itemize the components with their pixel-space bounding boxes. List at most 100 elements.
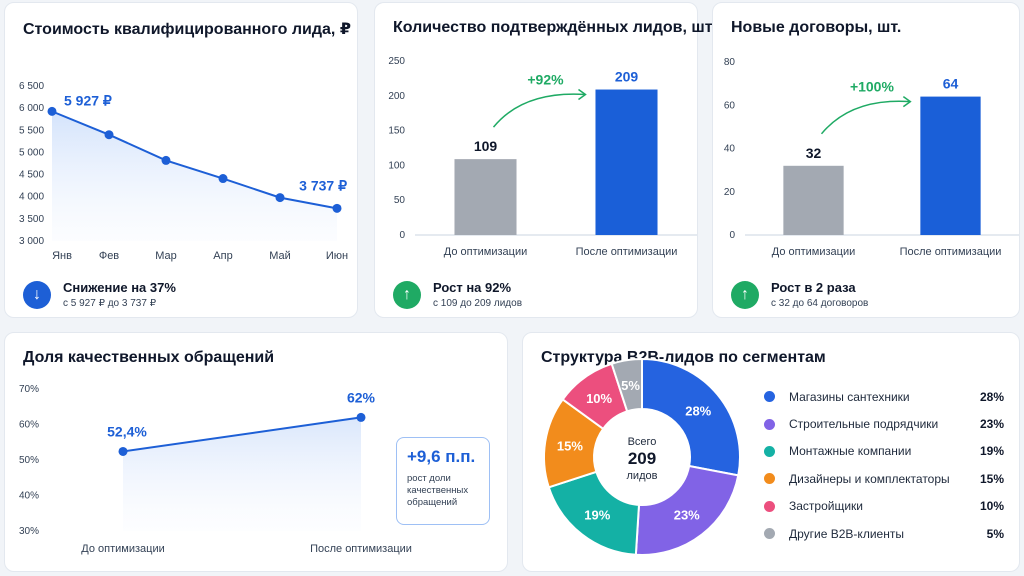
donut-slice [641, 357, 741, 477]
cost-card-title: Стоимость квалифицированного лида, ₽ [23, 21, 351, 38]
cost-ytick: 6 000 [19, 103, 44, 114]
cost-point [104, 130, 114, 140]
legend-name: Другие B2B-клиенты [789, 526, 904, 541]
donut-slice-label: 5% [621, 378, 640, 393]
leads-bar [454, 159, 517, 235]
contracts-summary: ↑ Рост в 2 раза с 32 до 64 договоров [731, 280, 868, 309]
legend-item: Строительные подрядчики 23% [764, 410, 1004, 437]
share-point [356, 412, 366, 422]
legend-percent: 5% [986, 526, 1004, 541]
contracts-bar [920, 96, 981, 235]
arrow-up-icon: ↑ [393, 280, 421, 309]
arrow-up-icon: ↑ [731, 280, 759, 309]
share-ytick: 60% [19, 420, 39, 431]
share-point-label: 62% [347, 389, 376, 405]
share-ytick: 40% [19, 491, 39, 502]
leads-growth-arrowhead [578, 88, 587, 101]
legend-dot [764, 418, 775, 430]
leads-bar-value: 209 [615, 69, 639, 85]
contracts-summary-sub: с 32 до 64 договоров [771, 298, 869, 309]
contracts-category: До оптимизации [772, 246, 855, 258]
share-callout: +9,6 п.п. рост доли качественных обращен… [396, 437, 490, 525]
contracts-card: Новые договоры, шт. 0 20 40 60 80 32 До оптими… [712, 2, 1020, 318]
contracts-ytick: 80 [724, 57, 736, 68]
cost-line [51, 110, 338, 210]
cost-point [332, 203, 342, 213]
contracts-bar-chart: 0 20 40 60 80 32 До оптимизации 64 После оптимиз… [724, 57, 1019, 258]
share-category: После оптимизации [310, 543, 412, 555]
legend-dot [764, 445, 775, 457]
cost-xtick: Мар [155, 250, 177, 262]
cost-summary-main: Снижение на 37% [63, 280, 176, 295]
leads-bar-chart: 0 50 100 150 200 250 109 До оптимизации 209 После… [388, 56, 697, 258]
cost-xtick: Янв [52, 250, 72, 262]
donut-center-bottom: лидов [627, 470, 658, 482]
arrow-down-icon: ↓ [23, 280, 51, 309]
share-line [122, 416, 362, 453]
contracts-growth-arrow [820, 100, 911, 135]
contracts-ytick: 60 [724, 100, 736, 111]
cost-point [275, 193, 285, 203]
contracts-category: После оптимизации [900, 246, 1002, 258]
leads-ytick: 200 [388, 91, 405, 102]
legend-dot [764, 528, 775, 540]
legend-name: Строительные подрядчики [789, 417, 939, 432]
cost-area [52, 111, 337, 241]
donut-slice [547, 470, 641, 556]
contracts-ytick: 20 [724, 187, 736, 198]
contracts-summary-main: Рост в 2 раза [771, 280, 856, 295]
contracts-bar [783, 165, 844, 235]
leads-ytick: 50 [394, 195, 406, 206]
legend-item: Магазины сантехники 28% [764, 383, 1004, 410]
cost-last-label: 3 737 ₽ [299, 177, 347, 193]
cost-summary-sub: с 5 927 ₽ до 3 737 ₽ [63, 298, 157, 309]
share-line-chart: 30% 40% 50% 60% 70% 52,4% До оптимизации 62% Пос… [19, 384, 412, 555]
structure-card-title: Структура B2B-лидов по сегментам [541, 349, 826, 366]
leads-summary-main: Рост на 92% [433, 280, 512, 295]
legend-name: Магазины сантехники [789, 389, 910, 404]
leads-bar-value: 109 [474, 138, 498, 154]
cost-ytick: 5 000 [19, 147, 44, 158]
leads-card-title: Количество подтверждённых лидов, шт. [393, 19, 716, 36]
share-callout-value: +9,6 п.п. [407, 447, 476, 466]
legend-percent: 10% [979, 499, 1004, 514]
cost-point [161, 155, 171, 165]
legend-percent: 23% [979, 417, 1004, 432]
leads-ytick: 250 [388, 56, 405, 67]
legend-percent: 15% [979, 471, 1004, 486]
legend-item: Застройщики 10% [764, 493, 1004, 520]
legend-item: Монтажные компании 19% [764, 438, 1004, 465]
legend-item: Другие B2B-клиенты 5% [764, 520, 1004, 547]
cost-xtick: Июн [326, 250, 348, 262]
legend-name: Дизайнеры и комплектаторы [789, 471, 950, 486]
leads-ytick: 150 [388, 126, 405, 137]
leads-summary: ↑ Рост на 92% с 109 до 209 лидов [393, 280, 522, 309]
share-card-title: Доля качественных обращений [23, 349, 275, 366]
cost-card: Стоимость квалифицированного лида, ₽ 3 0… [4, 2, 358, 318]
donut-slice-label: 23% [674, 508, 700, 523]
cost-xtick: Май [269, 250, 291, 262]
share-ytick: 70% [19, 384, 39, 395]
leads-category: До оптимизации [444, 246, 527, 258]
leads-growth-arrow [492, 93, 586, 128]
contracts-growth-arrowhead [902, 95, 912, 108]
leads-ytick: 100 [388, 160, 405, 171]
legend-name: Застройщики [789, 499, 863, 514]
share-category: До оптимизации [81, 543, 164, 555]
leads-card: Количество подтверждённых лидов, шт. 0 50… [374, 2, 716, 318]
contracts-card-title: Новые договоры, шт. [731, 19, 902, 36]
share-ytick: 50% [19, 455, 39, 466]
contracts-bar-value: 32 [806, 145, 822, 161]
share-callout-text: рост доли качественных обращений [407, 473, 469, 508]
cost-first-label: 5 927 ₽ [64, 92, 112, 108]
cost-summary: ↓ Снижение на 37% с 5 927 ₽ до 3 737 ₽ [23, 280, 176, 309]
leads-summary-sub: с 109 до 209 лидов [433, 298, 523, 309]
structure-legend: Магазины сантехники 28% Строительные подря… [764, 383, 1004, 547]
donut-slice [634, 464, 740, 556]
legend-dot [764, 391, 775, 403]
donut-slice [610, 357, 643, 413]
share-area [123, 417, 361, 531]
contracts-bar-value: 64 [943, 76, 959, 92]
cost-line-chart: 3 000 3 500 4 000 4 500 5 000 5 500 6 000 6 500… [19, 81, 348, 262]
